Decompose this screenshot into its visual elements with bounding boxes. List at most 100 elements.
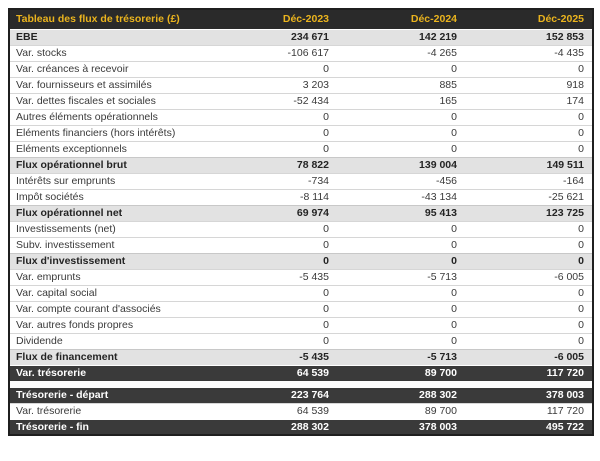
row-label: Eléments exceptionnels	[9, 140, 209, 157]
table-row: Var. trésorerie 64 539 89 700 117 720	[9, 402, 593, 419]
cell-value: 378 003	[337, 418, 465, 435]
row-label: Impôt sociétés	[9, 188, 209, 205]
cell-value: -5 713	[337, 268, 465, 285]
table-row: Var. compte courant d'associés 0 0 0	[9, 300, 593, 317]
cell-value: 174	[465, 92, 593, 109]
row-label: Var. emprunts	[9, 268, 209, 285]
row-label: Flux d'investissement	[9, 252, 209, 269]
row-label: Flux opérationnel brut	[9, 156, 209, 173]
cell-value: 0	[337, 252, 465, 269]
header-row: Tableau des flux de trésorerie (£) Déc-2…	[9, 9, 593, 30]
cell-value: -8 114	[209, 188, 337, 205]
table-row: Investissements (net) 0 0 0	[9, 220, 593, 237]
table-row: Var. stocks -106 617 -4 265 -4 435	[9, 44, 593, 61]
row-label: Investissements (net)	[9, 220, 209, 237]
cell-value: 149 511	[465, 156, 593, 173]
cell-value: 0	[337, 140, 465, 157]
row-label: Var. fournisseurs et assimilés	[9, 76, 209, 93]
table-row: EBE 234 671 142 219 152 853	[9, 28, 593, 45]
cell-value: 234 671	[209, 28, 337, 45]
row-spacer	[9, 381, 593, 387]
cell-value: 0	[337, 316, 465, 333]
cell-value: 0	[465, 236, 593, 253]
row-label: Intérêts sur emprunts	[9, 172, 209, 189]
table-row: Trésorerie - fin 288 302 378 003 495 722	[9, 418, 593, 435]
cell-value: 0	[209, 252, 337, 269]
table-row: Subv. investissement 0 0 0	[9, 236, 593, 253]
cell-value: 0	[209, 124, 337, 141]
row-label: EBE	[9, 28, 209, 45]
cell-value: 117 720	[465, 402, 593, 419]
table-title: Tableau des flux de trésorerie (£)	[9, 9, 209, 30]
cell-value: 89 700	[337, 402, 465, 419]
cell-value: 0	[465, 252, 593, 269]
cell-value: 117 720	[465, 364, 593, 381]
row-label: Var. capital social	[9, 284, 209, 301]
cell-value: -25 621	[465, 188, 593, 205]
cell-value: 378 003	[465, 386, 593, 403]
cell-value: -106 617	[209, 44, 337, 61]
row-label: Trésorerie - fin	[9, 418, 209, 435]
cell-value: 0	[465, 316, 593, 333]
cell-value: 0	[209, 108, 337, 125]
cell-value: 223 764	[209, 386, 337, 403]
table-header: Tableau des flux de trésorerie (£) Déc-2…	[9, 9, 593, 30]
table-row: Dividende 0 0 0	[9, 332, 593, 349]
cell-value: 0	[465, 60, 593, 77]
row-label: Flux de financement	[9, 348, 209, 365]
table-row: Var. créances à recevoir 0 0 0	[9, 60, 593, 77]
cell-value: 0	[465, 300, 593, 317]
cell-value: 288 302	[337, 386, 465, 403]
cell-value: -5 713	[337, 348, 465, 365]
cell-value: 0	[209, 332, 337, 349]
cell-value: 64 539	[209, 364, 337, 381]
cell-value: 152 853	[465, 28, 593, 45]
cell-value: 95 413	[337, 204, 465, 221]
cell-value: 3 203	[209, 76, 337, 93]
table-row: Eléments exceptionnels 0 0 0	[9, 140, 593, 157]
cell-value: 0	[209, 220, 337, 237]
cell-value: -456	[337, 172, 465, 189]
row-label: Var. trésorerie	[9, 364, 209, 381]
cell-value: 142 219	[337, 28, 465, 45]
table-row: Flux opérationnel net 69 974 95 413 123 725	[9, 204, 593, 221]
table-row: Impôt sociétés -8 114 -43 134 -25 621	[9, 188, 593, 205]
cell-value: -5 435	[209, 268, 337, 285]
cell-value: 0	[465, 108, 593, 125]
table-row: Var. capital social 0 0 0	[9, 284, 593, 301]
row-label: Eléments financiers (hors intérêts)	[9, 124, 209, 141]
cell-value: 0	[465, 220, 593, 237]
cell-value: -6 005	[465, 348, 593, 365]
cell-value: 89 700	[337, 364, 465, 381]
column-header-dec-2025: Déc-2025	[465, 9, 593, 30]
cell-value: 64 539	[209, 402, 337, 419]
table-row: Autres éléments opérationnels 0 0 0	[9, 108, 593, 125]
column-header-dec-2023: Déc-2023	[209, 9, 337, 30]
table-row: Var. emprunts -5 435 -5 713 -6 005	[9, 268, 593, 285]
table-row: Var. trésorerie 64 539 89 700 117 720	[9, 364, 593, 381]
cell-value: -52 434	[209, 92, 337, 109]
cell-value: 0	[337, 108, 465, 125]
cash-flow-table: Tableau des flux de trésorerie (£) Déc-2…	[8, 8, 594, 436]
row-label: Var. autres fonds propres	[9, 316, 209, 333]
cell-value: 0	[465, 140, 593, 157]
cell-value: 0	[337, 300, 465, 317]
row-label: Var. trésorerie	[9, 402, 209, 419]
cell-value: 495 722	[465, 418, 593, 435]
cell-value: 0	[209, 300, 337, 317]
cell-value: 0	[337, 332, 465, 349]
row-label: Dividende	[9, 332, 209, 349]
cell-value: 918	[465, 76, 593, 93]
column-header-dec-2024: Déc-2024	[337, 9, 465, 30]
row-label: Var. compte courant d'associés	[9, 300, 209, 317]
table-row: Flux de financement -5 435 -5 713 -6 005	[9, 348, 593, 365]
cell-value: -734	[209, 172, 337, 189]
row-label: Trésorerie - départ	[9, 386, 209, 403]
cell-value: 885	[337, 76, 465, 93]
table-row: Trésorerie - départ 223 764 288 302 378 003	[9, 386, 593, 403]
cell-value: 0	[209, 140, 337, 157]
table-body: EBE 234 671 142 219 152 853 Var. stocks -106 …	[9, 28, 593, 435]
cell-value: 0	[465, 124, 593, 141]
row-label: Var. créances à recevoir	[9, 60, 209, 77]
table-row: Intérêts sur emprunts -734 -456 -164	[9, 172, 593, 189]
